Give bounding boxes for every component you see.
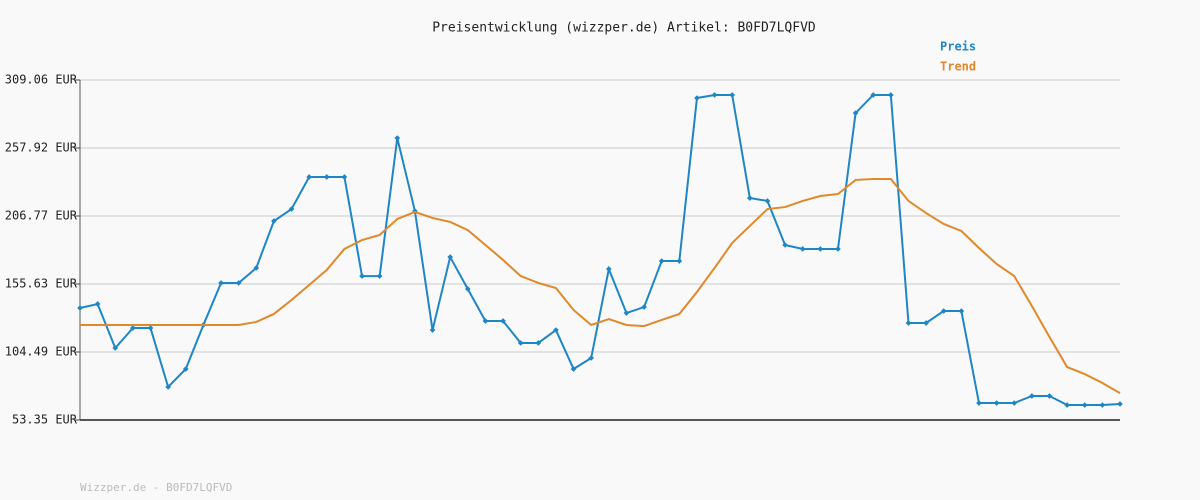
- data-point: [711, 92, 718, 98]
- data-point: [112, 345, 119, 351]
- data-point: [218, 280, 224, 286]
- data-point: [888, 92, 894, 98]
- data-point: [77, 305, 83, 311]
- data-point: [1117, 401, 1123, 407]
- data-point: [993, 400, 1000, 406]
- data-point: [588, 355, 595, 361]
- data-point: [958, 308, 965, 314]
- y-tick-label: 257.92 EUR: [5, 140, 78, 154]
- data-point: [782, 242, 788, 248]
- data-point: [94, 301, 101, 307]
- data-point: [464, 286, 471, 292]
- legend-entry: Trend: [940, 60, 976, 74]
- data-point: [376, 273, 383, 279]
- data-point: [306, 174, 312, 180]
- data-point: [553, 327, 559, 333]
- data-point: [694, 95, 700, 101]
- data-point: [605, 266, 612, 272]
- data-point: [1064, 402, 1070, 408]
- data-point: [500, 318, 506, 324]
- data-point: [852, 110, 859, 116]
- data-point: [623, 310, 630, 316]
- data-point: [394, 135, 401, 141]
- data-point: [940, 308, 947, 314]
- data-point: [658, 258, 665, 264]
- y-tick-label: 155.63 EUR: [5, 277, 78, 291]
- data-point: [429, 327, 436, 333]
- y-tick-label: 53.35 EUR: [12, 413, 78, 427]
- data-point: [535, 340, 542, 346]
- data-point: [570, 366, 577, 372]
- data-point: [235, 280, 242, 286]
- data-point: [799, 246, 806, 252]
- data-point: [147, 325, 154, 331]
- data-point: [764, 198, 771, 204]
- data-point: [870, 92, 877, 98]
- data-point: [447, 254, 453, 260]
- data-point: [517, 340, 524, 346]
- data-point: [923, 320, 929, 326]
- y-tick-label: 309.06 EUR: [5, 73, 78, 87]
- data-point: [905, 320, 912, 326]
- data-point: [482, 318, 489, 324]
- data-point: [747, 195, 753, 201]
- data-point: [1046, 393, 1053, 399]
- data-point: [1081, 402, 1088, 408]
- data-point: [253, 265, 260, 271]
- data-point: [288, 206, 295, 212]
- series-line: [80, 178, 1121, 394]
- chart-title: Preisentwicklung (wizzper.de) Artikel: B…: [432, 21, 816, 36]
- data-point: [729, 92, 736, 98]
- data-point: [1099, 402, 1106, 408]
- data-point: [182, 366, 189, 372]
- data-point: [165, 384, 171, 390]
- data-point: [323, 174, 330, 180]
- data-point: [130, 325, 136, 331]
- data-point: [359, 273, 365, 279]
- series-line: [79, 93, 1121, 407]
- data-point: [835, 246, 841, 252]
- data-point: [817, 246, 824, 252]
- data-point: [676, 258, 683, 264]
- footer: Wizzper.de - B0FD7LQFVD: [80, 481, 232, 494]
- data-point: [271, 218, 277, 224]
- data-point: [341, 174, 348, 180]
- data-point: [976, 400, 982, 406]
- legend-entry: Preis: [940, 40, 976, 54]
- y-tick-label: 104.49 EUR: [5, 345, 78, 359]
- data-point: [1011, 400, 1018, 406]
- data-point: [1029, 393, 1035, 399]
- y-tick-label: 206.77 EUR: [5, 209, 78, 223]
- data-point: [641, 304, 647, 310]
